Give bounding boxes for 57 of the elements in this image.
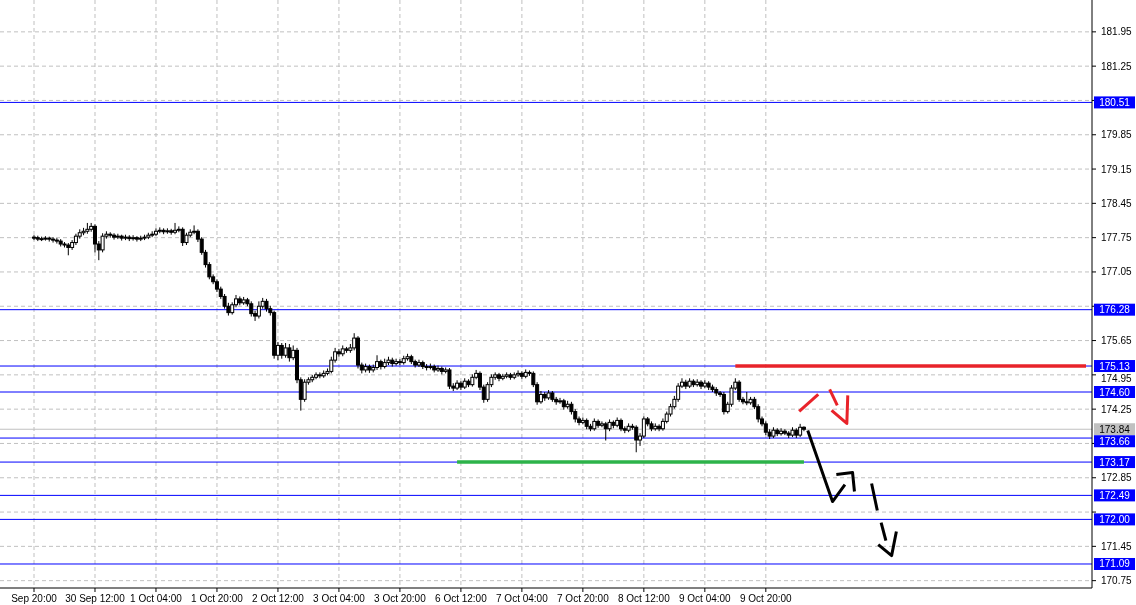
x-tick-label: 2 Oct 12:00 [252,592,305,604]
ref-line-label: 172.49 [1099,489,1131,501]
y-tick-label: 172.85 [1101,472,1133,484]
ref-line-label: 175.13 [1099,360,1131,372]
candlestick [32,234,36,241]
x-tick-label: 9 Oct 04:00 [678,592,732,604]
x-tick-label: 6 Oct 12:00 [435,592,488,604]
candlestick [397,358,402,366]
candlestick [599,420,604,428]
ref-line-label: 173.17 [1099,456,1131,468]
ref-line-label: 173.84 [1099,423,1131,435]
y-tick-label: 170.75 [1101,575,1133,587]
candlestick [115,233,120,240]
candlestick [779,427,784,437]
x-tick-label: Sep 20:00 [11,592,58,604]
y-tick-label: 177.75 [1101,232,1133,244]
x-tick-label: 30 Sep 12:00 [65,592,126,604]
y-tick-label: 175.65 [1101,335,1133,347]
x-tick-label: 1 Oct 04:00 [130,592,183,604]
x-tick-label: 9 Oct 20:00 [739,592,793,604]
x-tick-label: 3 Oct 20:00 [374,592,427,604]
candlestick [657,423,662,432]
candlestick [721,391,726,416]
x-tick-label: 1 Oct 20:00 [191,592,244,604]
y-tick-label: 181.95 [1101,26,1133,38]
candlestick [394,358,399,367]
candlestick [112,232,117,241]
y-tick-label: 181.25 [1101,60,1133,72]
candlestick [782,428,787,436]
candlestick [634,424,639,453]
ref-line-label: 176.28 [1099,304,1131,316]
candlestick [336,348,341,358]
candlestick [134,235,139,243]
x-tick-label: 8 Oct 12:00 [618,592,671,604]
y-tick-label: 174.25 [1101,403,1133,415]
ref-line-label: 174.60 [1099,386,1131,398]
y-tick-label: 179.85 [1101,129,1133,141]
y-tick-label: 171.45 [1101,540,1133,552]
x-tick-label: 3 Oct 04:00 [313,592,366,604]
ref-line-label: 171.09 [1099,558,1131,570]
y-tick-label: 178.45 [1101,197,1133,209]
candlestick [519,370,524,380]
ref-line-label: 172.00 [1099,513,1131,525]
y-tick-label: 179.15 [1101,163,1133,175]
x-tick-label: 7 Oct 04:00 [496,592,549,604]
x-tick-label: 7 Oct 20:00 [557,592,610,604]
y-tick-label: 174.95 [1101,372,1133,384]
candlestick [516,369,521,378]
y-tick-label: 177.05 [1101,266,1133,278]
ref-line-label: 173.66 [1099,435,1131,447]
candlestick [51,236,56,244]
candlestick [558,397,562,405]
ref-line-label: 180.51 [1099,96,1131,108]
candlestick [131,234,136,242]
candlestick [54,237,59,245]
candlestick [737,379,742,403]
candlestick [596,418,601,429]
